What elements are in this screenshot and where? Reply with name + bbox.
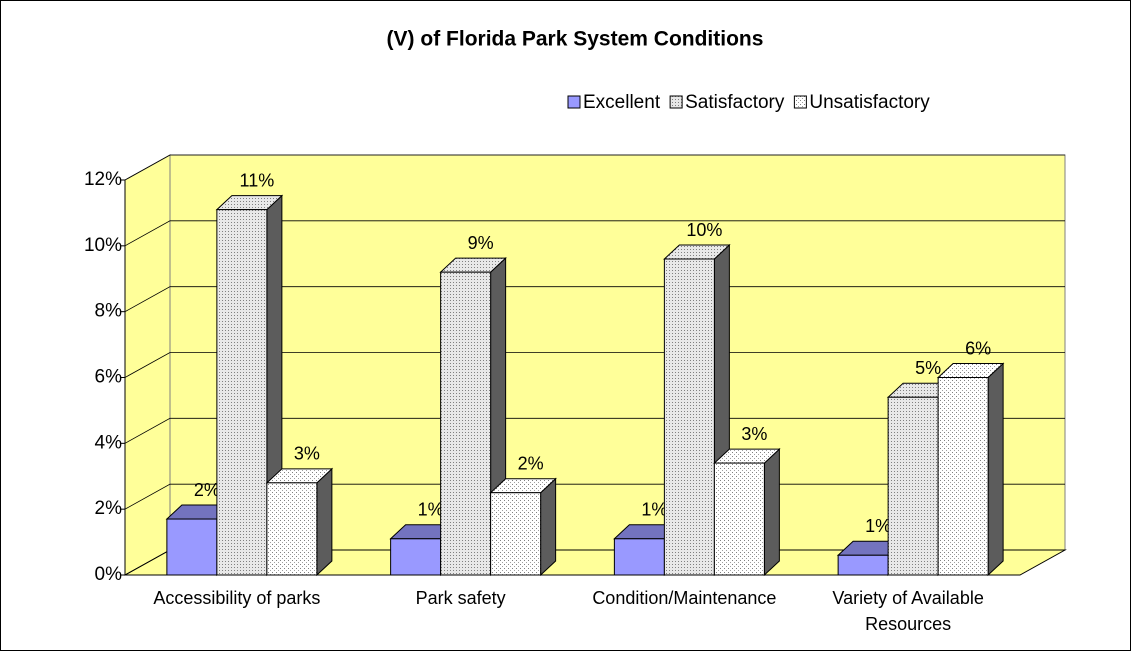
value-label: 1% xyxy=(641,500,667,520)
grid-line xyxy=(124,154,1065,181)
bar-front xyxy=(937,377,989,576)
value-label: 5% xyxy=(915,358,941,378)
value-label: 9% xyxy=(468,233,494,253)
bar-side xyxy=(540,477,557,577)
bar xyxy=(936,362,1005,577)
y-tick-label: 6% xyxy=(95,367,123,388)
bar xyxy=(265,467,334,577)
grid-line xyxy=(124,220,1065,247)
legend-label: Unsatisfactory xyxy=(809,92,930,113)
value-label: 2% xyxy=(518,453,544,473)
legend-label: Satisfactory xyxy=(685,92,785,113)
bar-side xyxy=(987,362,1004,577)
bar-side xyxy=(763,447,780,577)
bar-front xyxy=(613,538,665,576)
legend-swatch xyxy=(567,95,581,109)
legend-swatch xyxy=(793,95,807,109)
legend-label: Excellent xyxy=(583,92,661,113)
grid-line xyxy=(124,286,1065,313)
bar xyxy=(713,447,781,577)
value-label: 6% xyxy=(965,338,991,358)
legend-swatch xyxy=(669,95,683,109)
bar-front xyxy=(166,518,218,576)
x-tick-label: Accessibility of parks xyxy=(153,588,320,608)
x-tick-line: Variety of Available xyxy=(832,588,983,608)
y-tick-label: 12% xyxy=(84,169,122,190)
bar-front xyxy=(216,209,268,576)
value-label: 10% xyxy=(686,220,722,240)
value-label: 2% xyxy=(194,480,220,500)
value-label: 1% xyxy=(865,516,891,536)
y-tick-label: 2% xyxy=(95,498,123,519)
y-tick-label: 4% xyxy=(95,432,123,453)
bar xyxy=(489,477,557,577)
y-tick-label: 0% xyxy=(95,564,123,585)
bar-front xyxy=(390,538,442,576)
x-tick-label: Condition/Maintenance xyxy=(592,588,776,608)
y-tick-label: 8% xyxy=(95,301,123,322)
x-tick-line: Resources xyxy=(865,614,951,634)
grid-line xyxy=(124,417,1065,444)
bar-side xyxy=(316,467,333,577)
bar-front xyxy=(490,492,542,576)
value-label: 11% xyxy=(240,170,275,190)
bar-front xyxy=(887,396,939,576)
grid-line xyxy=(124,352,1065,378)
y-tick-label: 10% xyxy=(84,235,122,256)
bar-front xyxy=(663,258,715,576)
bar-front xyxy=(837,554,889,576)
x-tick-label: Park safety xyxy=(416,588,506,608)
bar-front xyxy=(440,271,492,576)
value-label: 3% xyxy=(741,424,767,444)
value-label: 1% xyxy=(418,500,444,520)
value-label: 3% xyxy=(294,444,320,464)
chart-title: (V) of Florida Park System Conditions xyxy=(387,28,764,51)
x-tick-label: Variety of Available Resources xyxy=(832,588,983,634)
bar-front xyxy=(266,482,318,576)
bar-front xyxy=(713,462,765,576)
